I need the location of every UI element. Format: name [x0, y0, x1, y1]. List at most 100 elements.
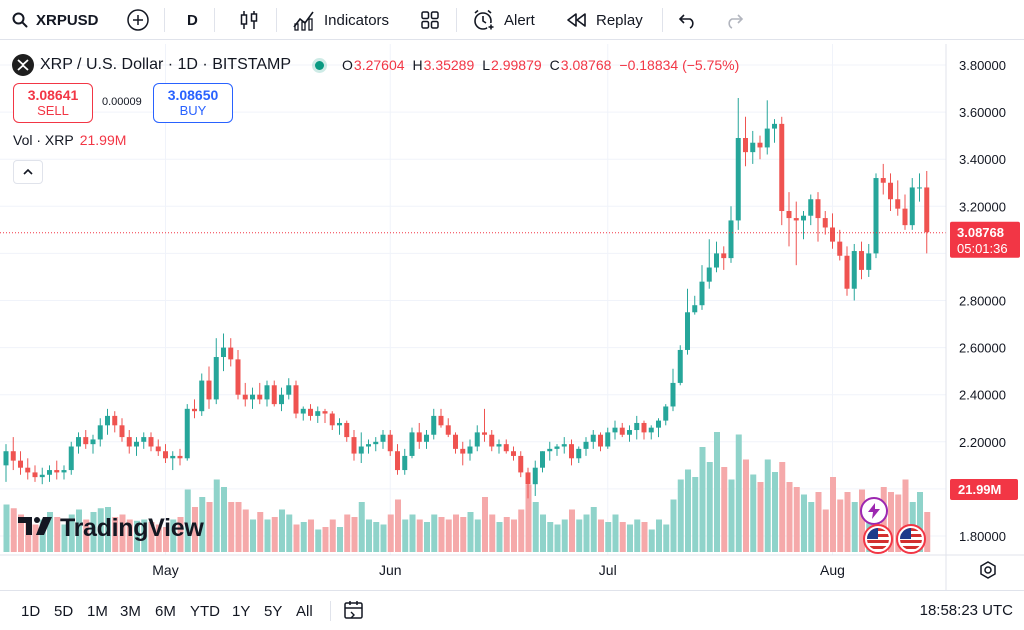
volume-bar	[648, 529, 655, 552]
redo-button[interactable]	[724, 0, 744, 40]
volume-bar	[489, 514, 496, 552]
candle-body	[199, 380, 205, 412]
candle-body	[670, 382, 676, 407]
calendar-range-icon[interactable]	[342, 599, 366, 626]
symbol-title[interactable]: XRP / U.S. Dollar · 1D · BITSTAMP	[40, 56, 292, 73]
candles-icon	[238, 9, 260, 31]
candle-body	[184, 408, 190, 459]
candle	[300, 406, 306, 421]
candle-body	[866, 253, 872, 270]
candle	[279, 387, 284, 412]
candle	[482, 408, 487, 442]
candle-body	[10, 451, 16, 461]
price-chart[interactable]: 3.80000 3.60000 3.40000 3.20000 2.80000 2.600…	[0, 44, 1024, 590]
candle-body	[656, 420, 661, 428]
collapse-legend-button[interactable]	[13, 160, 43, 184]
price-axis[interactable]: 3.80000 3.60000 3.40000 3.20000 2.80000 2.600…	[945, 44, 1020, 590]
flash-event-icon[interactable]	[860, 497, 888, 525]
candle-body	[532, 467, 538, 485]
candle-body	[32, 472, 38, 478]
candle-body	[902, 208, 908, 226]
volume-bar	[206, 502, 213, 552]
chart-type-button[interactable]	[238, 0, 260, 40]
undo-button[interactable]	[678, 0, 698, 40]
candle	[54, 460, 60, 480]
range-1d-button[interactable]: 1D	[21, 603, 41, 620]
candle-body	[322, 411, 328, 414]
toolbar-divider	[456, 8, 457, 32]
candle	[358, 432, 364, 463]
candle-body	[489, 434, 495, 447]
volume-bar	[859, 489, 865, 552]
volume-bar	[119, 514, 126, 552]
candle-body	[293, 385, 299, 414]
range-5d-button[interactable]: 5D	[54, 603, 74, 620]
range-1y-button[interactable]: 1Y	[232, 603, 251, 620]
candle-body	[177, 455, 183, 459]
templates-button[interactable]	[420, 0, 440, 40]
candle	[917, 173, 922, 202]
volume-bar	[83, 519, 90, 552]
range-all-button[interactable]: All	[296, 603, 313, 620]
chart-settings-icon[interactable]	[978, 560, 998, 580]
volume-bar	[271, 517, 278, 552]
candle-body	[97, 425, 103, 440]
candle-body	[728, 220, 734, 259]
us-flag-event-icon[interactable]	[896, 524, 926, 554]
volume-legend[interactable]: Vol · XRP 21.99M	[13, 132, 126, 148]
change-value: −0.18834 (−5.75%)	[619, 57, 740, 73]
range-1m-button[interactable]: 1M	[87, 603, 108, 620]
time-axis[interactable]: May Jun Jul Aug	[0, 554, 1024, 578]
range-3m-button[interactable]: 3M	[120, 603, 141, 620]
interval-button[interactable]: D	[187, 0, 198, 40]
candle-body	[786, 211, 792, 219]
candle-body	[141, 437, 147, 442]
candle	[859, 241, 864, 280]
candle	[134, 437, 139, 456]
candle-body	[112, 415, 118, 426]
range-6m-button[interactable]: 6M	[155, 603, 176, 620]
volume-bar	[286, 514, 293, 552]
range-5y-button[interactable]: 5Y	[264, 603, 283, 620]
high-key: H	[412, 57, 423, 73]
replay-button[interactable]: Replay	[566, 0, 643, 40]
alert-button[interactable]: Alert	[472, 0, 535, 40]
volume-tag[interactable]: 21.99M	[950, 479, 1018, 500]
sell-button[interactable]: 3.08641 SELL	[13, 83, 93, 123]
candle	[344, 420, 350, 442]
volume-bar	[373, 522, 380, 552]
candle	[184, 404, 190, 461]
volume-bar	[32, 524, 39, 552]
candle-body	[503, 444, 509, 452]
volume-bar	[561, 519, 568, 552]
open-value: 3.27604	[353, 57, 405, 73]
candle-body	[830, 227, 835, 242]
utc-clock[interactable]: 18:58:23 UTC	[919, 602, 1013, 619]
volume-bar	[228, 502, 235, 552]
volume-bar	[808, 502, 815, 552]
candle	[438, 408, 444, 428]
candle	[235, 349, 241, 400]
buy-button[interactable]: 3.08650 BUY	[153, 83, 233, 123]
volume-bar	[199, 497, 206, 552]
candle	[373, 437, 379, 452]
candle-body	[90, 439, 96, 445]
last-price-value: 3.08768	[957, 225, 1004, 240]
symbol-search-button[interactable]: XRPUSD	[12, 0, 99, 40]
candle-body	[242, 394, 248, 400]
us-flag-event-icon[interactable]	[863, 524, 893, 554]
buy-label: BUY	[179, 103, 207, 118]
tradingview-logo-icon	[18, 515, 54, 542]
tradingview-logo[interactable]: TradingView	[18, 514, 204, 543]
candle-body	[54, 470, 60, 473]
bottom-toolbar: 1D 5D 1M 3M 6M YTD 1Y 5Y All 18:58:23 UT…	[0, 590, 1024, 630]
volume-bar	[235, 502, 242, 552]
indicators-button[interactable]: Indicators	[292, 0, 389, 40]
compare-add-button[interactable]	[126, 0, 150, 40]
indicators-label: Indicators	[324, 11, 390, 29]
range-ytd-button[interactable]: YTD	[190, 603, 220, 620]
candle-body	[583, 441, 589, 449]
candle-body	[221, 347, 226, 358]
candle-body	[851, 251, 857, 289]
